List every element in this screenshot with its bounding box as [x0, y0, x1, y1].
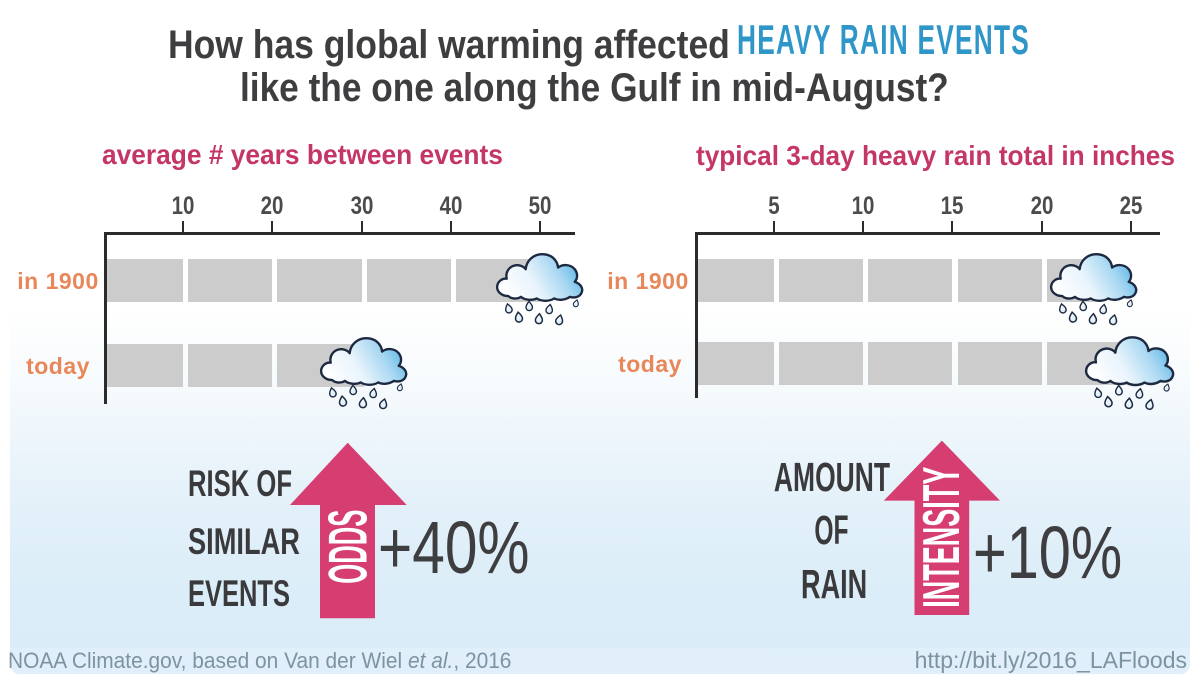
svg-text:ODDS: ODDS [317, 510, 379, 584]
svg-text:INTENSITY: INTENSITY [913, 467, 971, 608]
